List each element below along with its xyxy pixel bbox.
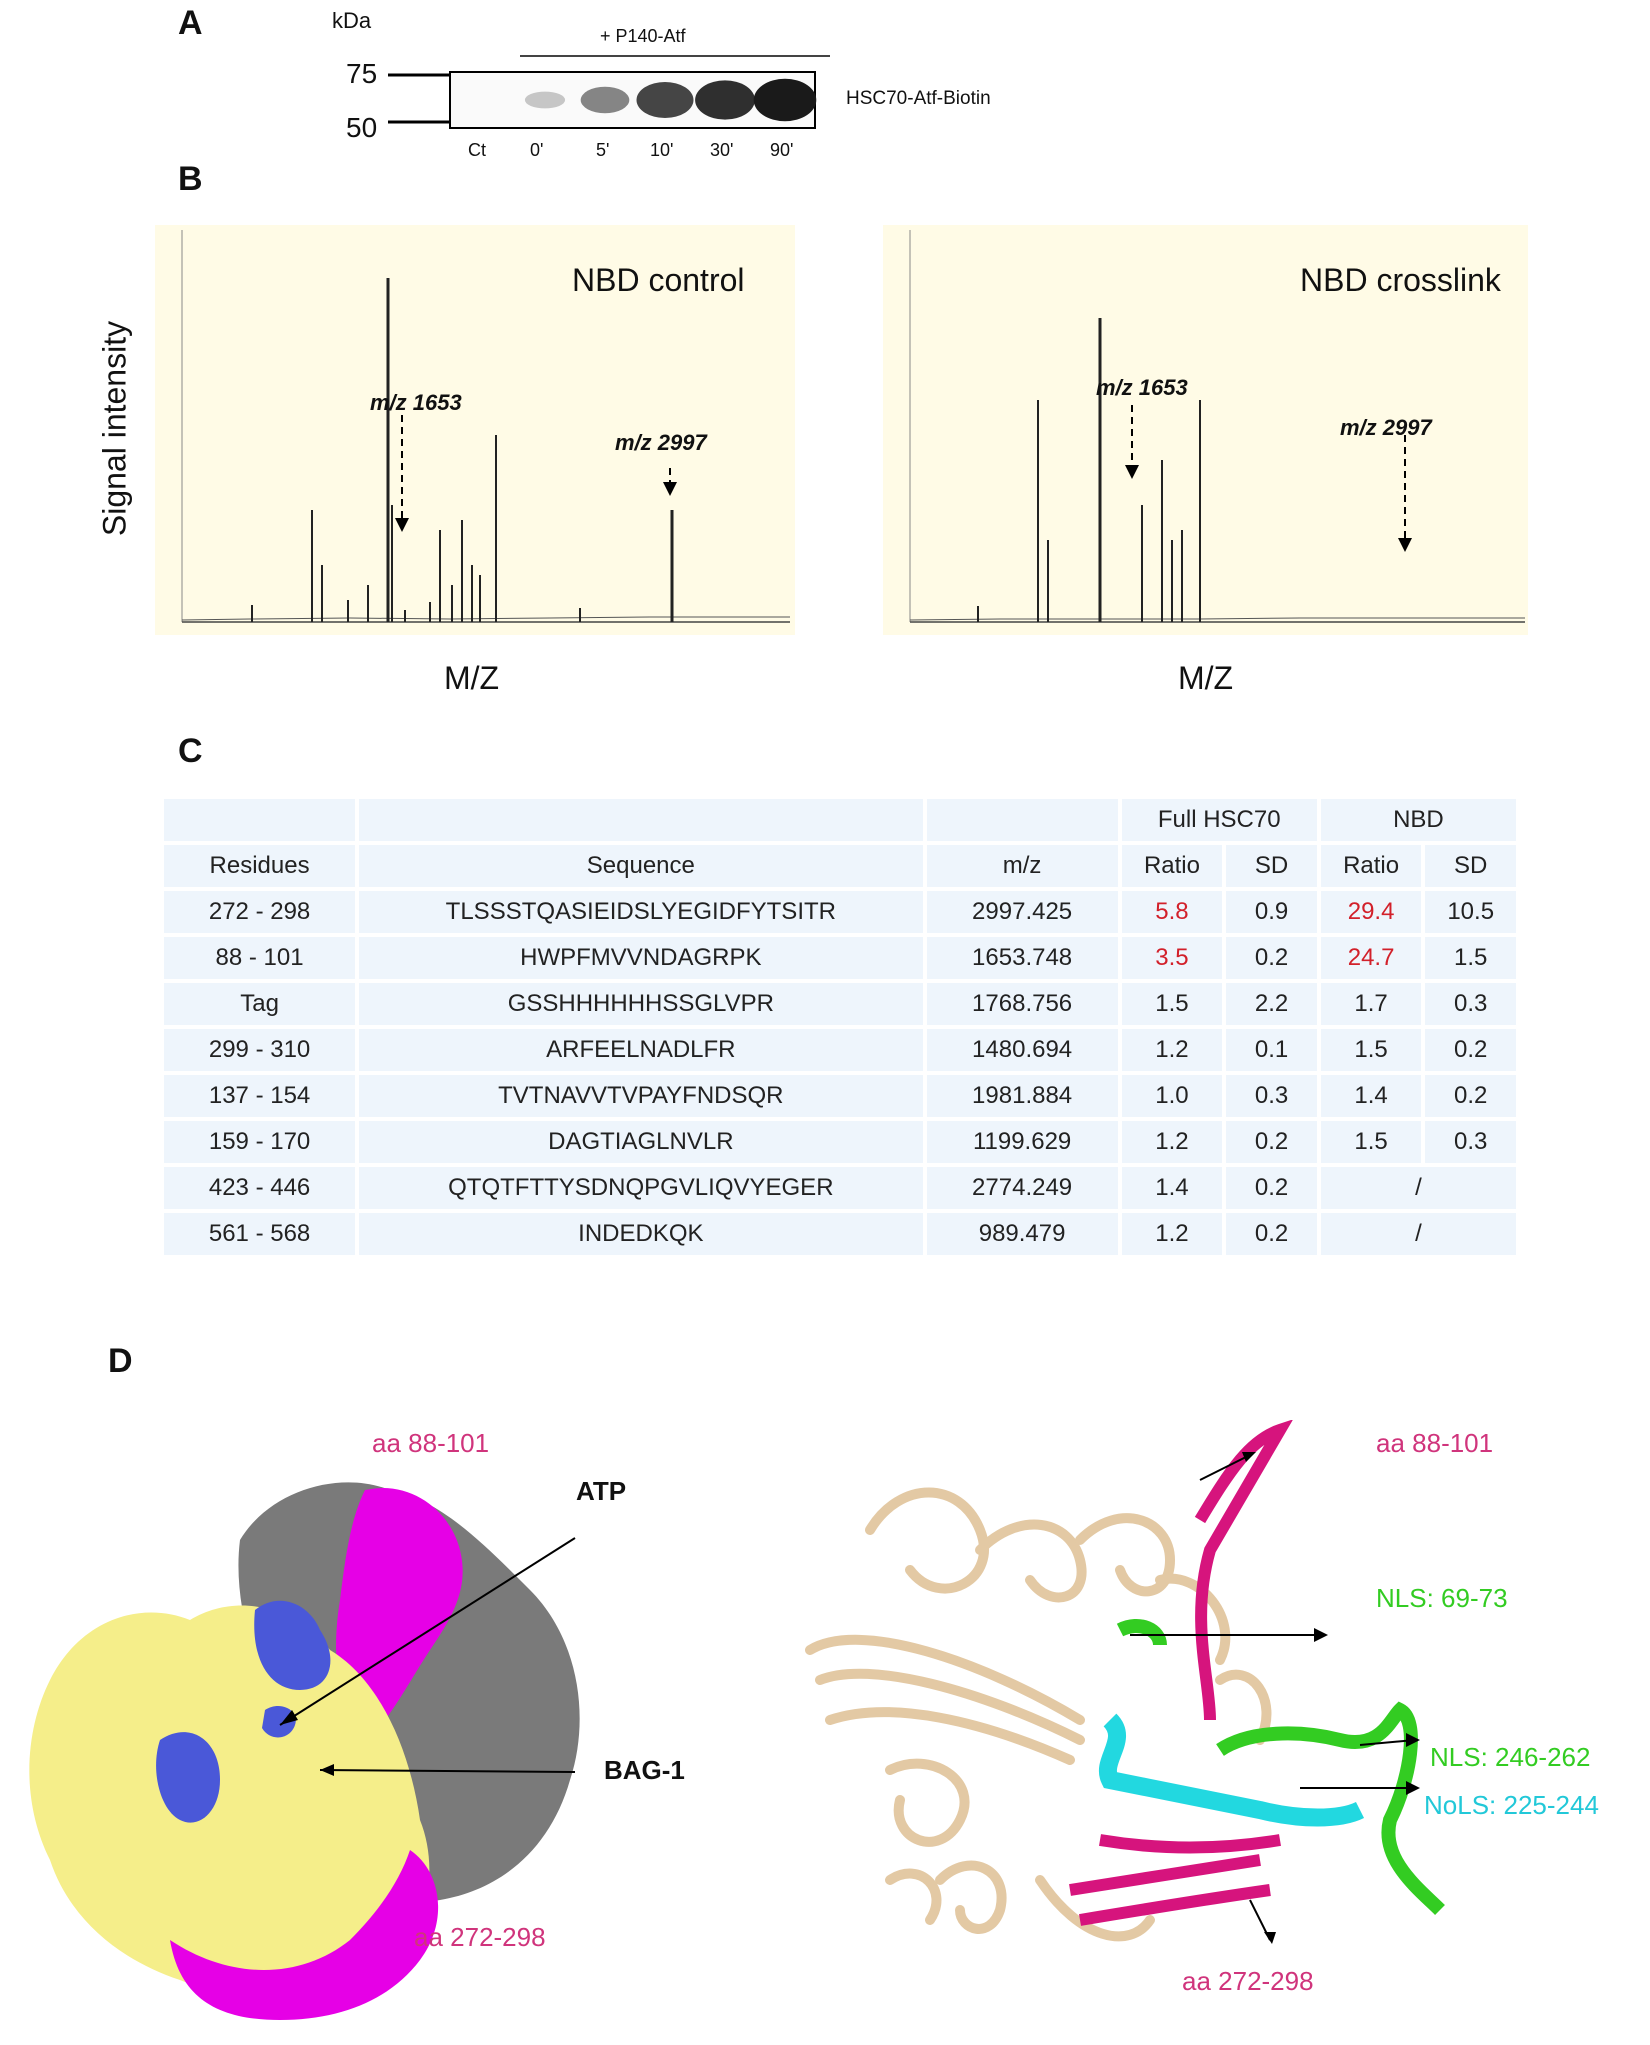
blot-band xyxy=(524,91,566,109)
spectrum-left-xlabel: M/Z xyxy=(444,660,500,696)
table-row: 272 - 298 TLSSSTQASIEIDSLYEGIDFYTSITR 2997… xyxy=(164,891,1516,933)
spectrum-right-bg xyxy=(883,225,1528,635)
spectrum-right-title: NBD crosslink xyxy=(1300,262,1501,298)
right-peak-1653-label: m/z 1653 xyxy=(1096,375,1188,400)
table-row: 88 - 101 HWPFMVVNDAGRPK 1653.748 3.5 0.2 24… xyxy=(164,937,1516,979)
header-residues: Residues xyxy=(164,845,356,887)
kda-label: kDa xyxy=(332,8,372,33)
blot-band xyxy=(753,78,817,122)
nls-246-262-label: NLS: 246-262 xyxy=(1430,1742,1591,1772)
lane-label: 90' xyxy=(770,140,794,160)
lane-label: 30' xyxy=(710,140,734,160)
ribbon-backbone xyxy=(805,1487,1272,1942)
ribbon-aa-272-298-label: aa 272-298 xyxy=(1182,1966,1314,1996)
surface-blue-2 xyxy=(262,1705,296,1738)
surface-model xyxy=(29,1482,580,2020)
spectrum-left-bg xyxy=(155,225,795,635)
mass-spectra xyxy=(155,225,1528,635)
table-cell xyxy=(926,799,1118,841)
band-label: HSC70-Atf-Biotin xyxy=(846,88,991,109)
panel-a-letter: A xyxy=(178,4,203,42)
western-blot xyxy=(388,55,830,129)
panel-d-letter: D xyxy=(108,1342,133,1380)
ribbon-magenta-bottom xyxy=(1069,1834,1281,1926)
ribbon-cyan-nols xyxy=(1099,1713,1365,1827)
spectrum-right-xlabel: M/Z xyxy=(1178,660,1234,696)
table-row: 159 - 170 DAGTIAGLNVLR 1199.629 1.2 0.2 1.5… xyxy=(164,1121,1516,1163)
ribbon-green-nls2 xyxy=(1216,1701,1445,1915)
surface-aa-88-101-label: aa 88-101 xyxy=(372,1428,490,1458)
signal-intensity-axis-label: Signal intensity xyxy=(96,320,133,537)
blot-band xyxy=(695,80,755,120)
panel-b-letter: B xyxy=(178,160,203,198)
right-peak-2997-label: m/z 2997 xyxy=(1340,415,1432,440)
surface-blue-3 xyxy=(156,1732,220,1823)
treatment-label: + P140-Atf xyxy=(600,26,686,46)
table-header-row: Residues Sequence m/z Ratio SD Ratio SD xyxy=(164,845,1516,887)
header-sequence: Sequence xyxy=(359,845,923,887)
spectrum-left-title: NBD control xyxy=(572,262,745,298)
lane-labels: Ct 0' 5' 10' 30' 90' xyxy=(448,140,828,164)
lane-label: 0' xyxy=(530,140,544,160)
table-cell xyxy=(164,799,356,841)
ribbon-model xyxy=(805,1420,1445,1944)
lane-label: Ct xyxy=(468,140,486,160)
surface-magenta-bottom xyxy=(170,1850,439,2020)
left-peak-1653-label: m/z 1653 xyxy=(370,390,462,415)
mw-50-label: 50 xyxy=(346,112,378,143)
table-row: 137 - 154 TVTNAVVTVPAYFNDSQR 1981.884 1.0 0… xyxy=(164,1075,1516,1117)
nls-69-73-label: NLS: 69-73 xyxy=(1376,1583,1508,1613)
left-peak-2997-label: m/z 2997 xyxy=(615,430,707,455)
ribbon-green-nls1 xyxy=(1116,1619,1167,1647)
surface-blue-1 xyxy=(254,1600,331,1690)
header-full-ratio: Ratio xyxy=(1121,845,1223,887)
header-full-sd: SD xyxy=(1226,845,1317,887)
blot-band xyxy=(636,82,694,118)
atp-label: ATP xyxy=(576,1476,627,1506)
table-cell xyxy=(359,799,923,841)
ribbon-aa-88-101-label: aa 88-101 xyxy=(1376,1428,1494,1458)
blot-band xyxy=(580,86,630,114)
table-row: 423 - 446 QTQTFTTYSDNQPGVLIQVYEGER 2774.24… xyxy=(164,1167,1516,1209)
surface-yellow-lobe xyxy=(29,1605,430,2004)
header-nbd-ratio: Ratio xyxy=(1320,845,1422,887)
ribbon-magenta-top xyxy=(1194,1420,1293,1721)
bag-1-label: BAG-1 xyxy=(604,1755,685,1785)
panel-c-letter: C xyxy=(178,732,203,770)
table-row: 561 - 568 INDEDKQK 989.479 1.2 0.2 / xyxy=(164,1213,1516,1255)
table-group-header-row: Full HSC70 NBD xyxy=(164,799,1516,841)
lane-label: 10' xyxy=(650,140,674,160)
peptide-table: Full HSC70 NBD Residues Sequence m/z Rat… xyxy=(160,795,1520,1259)
header-nbd-sd: SD xyxy=(1425,845,1516,887)
table-row: 299 - 310 ARFEELNADLFR 1480.694 1.2 0.1 1.5… xyxy=(164,1029,1516,1071)
group-header-full: Full HSC70 xyxy=(1121,799,1317,841)
lane-label: 5' xyxy=(596,140,610,160)
mw-75-label: 75 xyxy=(346,58,378,89)
nols-225-244-label: NoLS: 225-244 xyxy=(1424,1790,1599,1820)
surface-aa-272-298-label: aa 272-298 xyxy=(414,1922,546,1952)
group-header-nbd: NBD xyxy=(1320,799,1516,841)
header-mz: m/z xyxy=(926,845,1118,887)
table-row: Tag GSSHHHHHHSSGLVPR 1768.756 1.5 2.2 1.7 0.… xyxy=(164,983,1516,1025)
